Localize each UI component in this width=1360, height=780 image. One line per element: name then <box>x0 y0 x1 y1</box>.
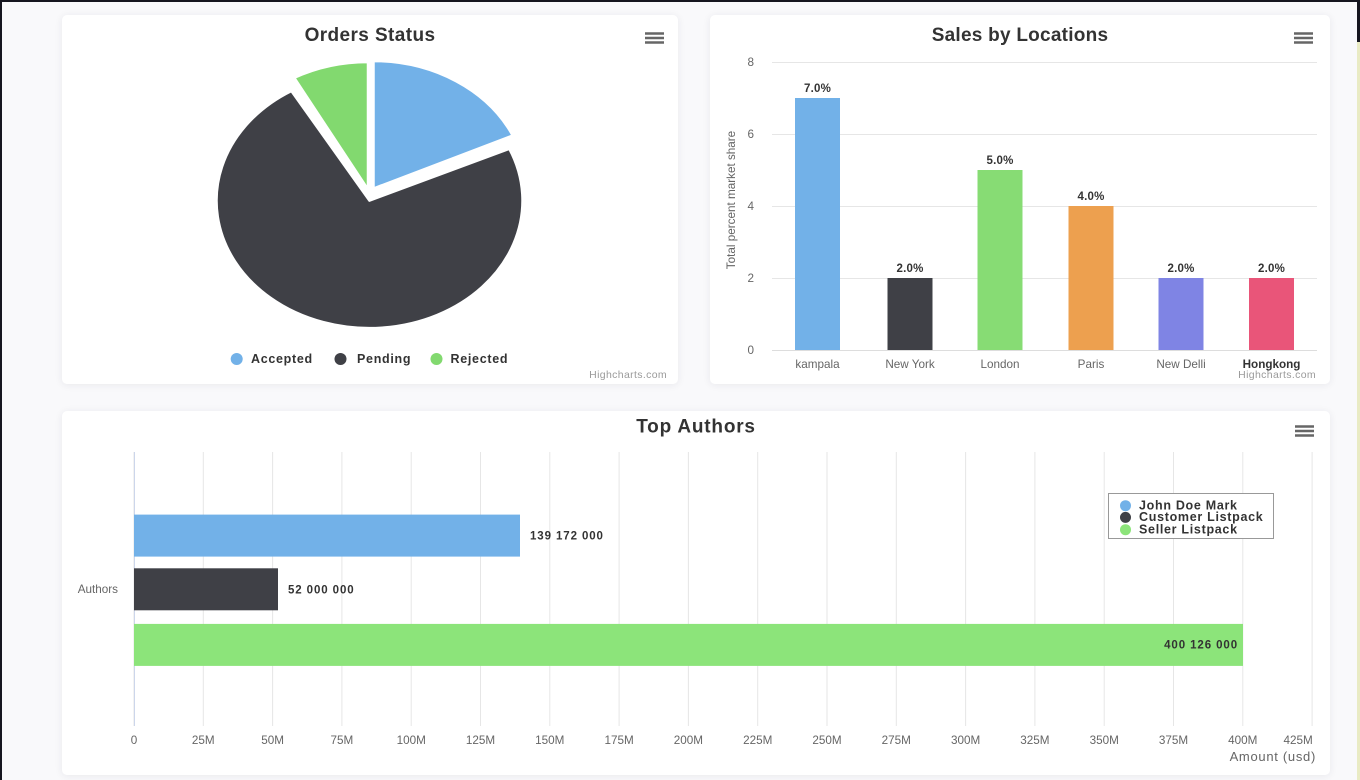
svg-text:325M: 325M <box>1020 734 1049 747</box>
svg-text:125M: 125M <box>466 734 495 747</box>
svg-text:Top Authors: Top Authors <box>636 417 756 438</box>
svg-text:John Doe Mark: John Doe Mark <box>1139 499 1238 513</box>
svg-text:6: 6 <box>747 128 754 141</box>
svg-text:139 172 000: 139 172 000 <box>530 531 604 543</box>
svg-text:kampala: kampala <box>795 358 840 371</box>
svg-text:250M: 250M <box>812 734 841 747</box>
svg-text:25M: 25M <box>192 734 215 747</box>
svg-text:275M: 275M <box>882 734 911 747</box>
svg-text:375M: 375M <box>1159 734 1188 747</box>
svg-text:2.0%: 2.0% <box>1258 263 1285 275</box>
svg-text:Customer Listpack: Customer Listpack <box>1139 510 1263 524</box>
svg-text:4.0%: 4.0% <box>1077 191 1104 203</box>
svg-text:350M: 350M <box>1090 734 1119 747</box>
svg-text:2.0%: 2.0% <box>1167 263 1194 275</box>
svg-text:Amount (usd): Amount (usd) <box>1230 749 1316 764</box>
svg-text:7.0%: 7.0% <box>804 83 831 95</box>
svg-text:Orders Status: Orders Status <box>305 25 436 46</box>
svg-text:52 000 000: 52 000 000 <box>288 585 355 597</box>
svg-text:Accepted: Accepted <box>251 352 313 366</box>
svg-text:Authors: Authors <box>78 583 118 596</box>
svg-text:150M: 150M <box>535 734 564 747</box>
svg-text:225M: 225M <box>743 734 772 747</box>
svg-text:Total percent market share: Total percent market share <box>725 131 738 269</box>
svg-text:8: 8 <box>747 56 754 69</box>
svg-text:400 126 000: 400 126 000 <box>1164 640 1238 652</box>
svg-text:425M: 425M <box>1283 734 1312 747</box>
svg-text:0: 0 <box>131 734 138 747</box>
svg-text:200M: 200M <box>674 734 703 747</box>
svg-text:2: 2 <box>747 272 754 285</box>
svg-text:New Delli: New Delli <box>1156 358 1205 371</box>
svg-text:Hongkong: Hongkong <box>1243 358 1301 371</box>
svg-text:Sales by Locations: Sales by Locations <box>932 25 1109 46</box>
svg-text:5.0%: 5.0% <box>986 155 1013 167</box>
svg-text:2.0%: 2.0% <box>896 263 923 275</box>
svg-text:Paris: Paris <box>1078 358 1105 371</box>
svg-text:4: 4 <box>747 200 754 213</box>
svg-text:100M: 100M <box>397 734 426 747</box>
svg-text:Seller Listpack: Seller Listpack <box>1139 523 1238 537</box>
svg-text:Highcharts.com: Highcharts.com <box>1238 369 1316 381</box>
svg-text:300M: 300M <box>951 734 980 747</box>
svg-text:London: London <box>980 358 1019 371</box>
svg-text:Rejected: Rejected <box>451 352 509 366</box>
svg-text:50M: 50M <box>261 734 284 747</box>
svg-text:Highcharts.com: Highcharts.com <box>589 369 667 381</box>
svg-text:New York: New York <box>885 358 935 371</box>
svg-text:175M: 175M <box>604 734 633 747</box>
svg-text:75M: 75M <box>331 734 354 747</box>
svg-text:0: 0 <box>747 344 754 357</box>
svg-text:Pending: Pending <box>357 352 411 366</box>
svg-text:400M: 400M <box>1228 734 1257 747</box>
